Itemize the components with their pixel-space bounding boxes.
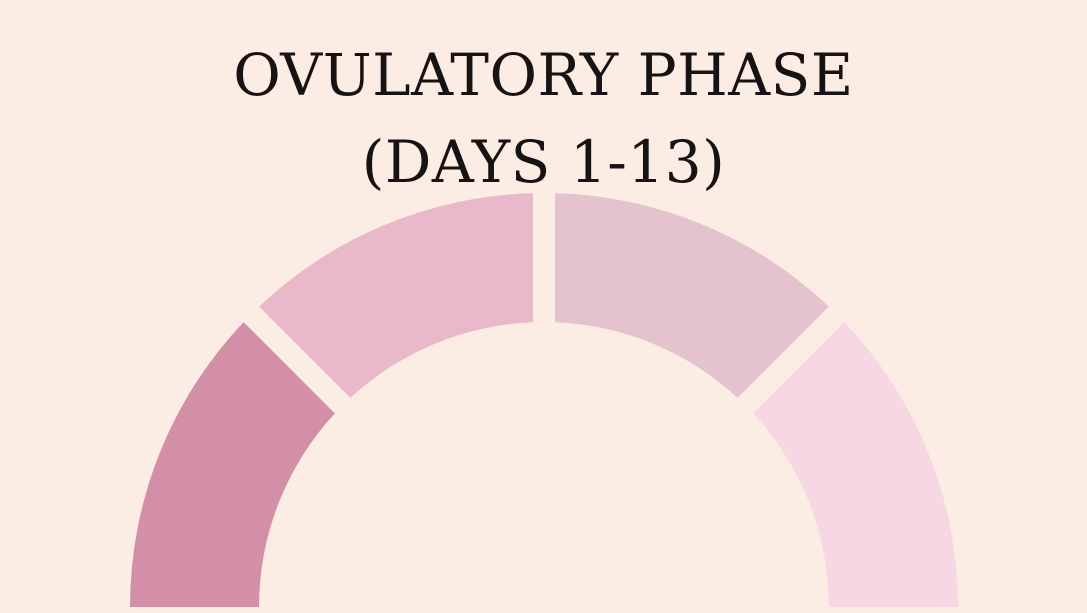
- dial-segment-3: [554, 193, 829, 398]
- dial-segment-2: [259, 193, 534, 398]
- phase-title: OVULATORY PHASE: [233, 41, 854, 109]
- dial-segment-4: [753, 322, 958, 607]
- phase-days-subtitle: (DAYS 1-13): [361, 128, 726, 196]
- dial-segment-1: [130, 322, 335, 607]
